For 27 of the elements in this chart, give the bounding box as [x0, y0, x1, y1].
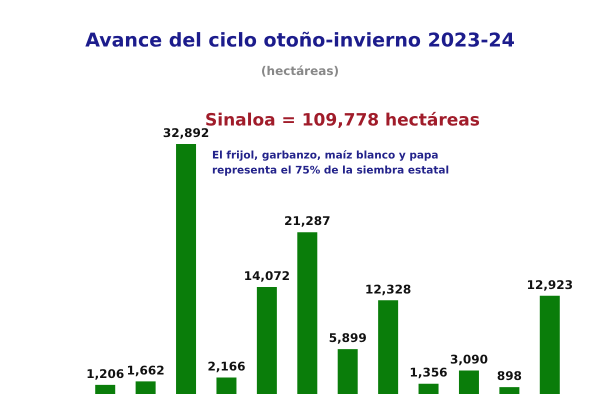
data-label: 898 — [496, 369, 522, 384]
chart-title: Avance del ciclo otoño-invierno 2023-24 — [85, 30, 515, 52]
data-label: 2,166 — [207, 360, 246, 374]
bar — [95, 384, 116, 394]
bar — [256, 287, 277, 394]
data-label: 21,287 — [284, 214, 330, 228]
data-label: 1,662 — [126, 363, 165, 378]
annotation: El frijol, garbanzo, maíz blanco y papa representa el 75% de la siembra estatal — [212, 150, 450, 176]
bar — [378, 300, 398, 394]
data-label: 32,892 — [162, 126, 210, 140]
data-label: 3,090 — [450, 352, 488, 367]
bar — [499, 387, 520, 394]
bar — [176, 144, 196, 394]
data-label: 12,328 — [364, 282, 412, 296]
bar — [540, 296, 560, 394]
chart-subtitle: (hectáreas) — [261, 64, 339, 78]
bar — [418, 384, 439, 394]
bar — [297, 232, 318, 394]
bar — [338, 349, 358, 394]
bar — [458, 370, 479, 394]
data-label: 12,923 — [526, 278, 573, 292]
bar — [216, 378, 236, 394]
data-label: 14,072 — [244, 269, 290, 284]
bar — [136, 381, 156, 394]
data-label: 5,899 — [328, 331, 367, 346]
data-label: 1,356 — [410, 366, 448, 380]
data-label: 1,206 — [86, 366, 124, 381]
